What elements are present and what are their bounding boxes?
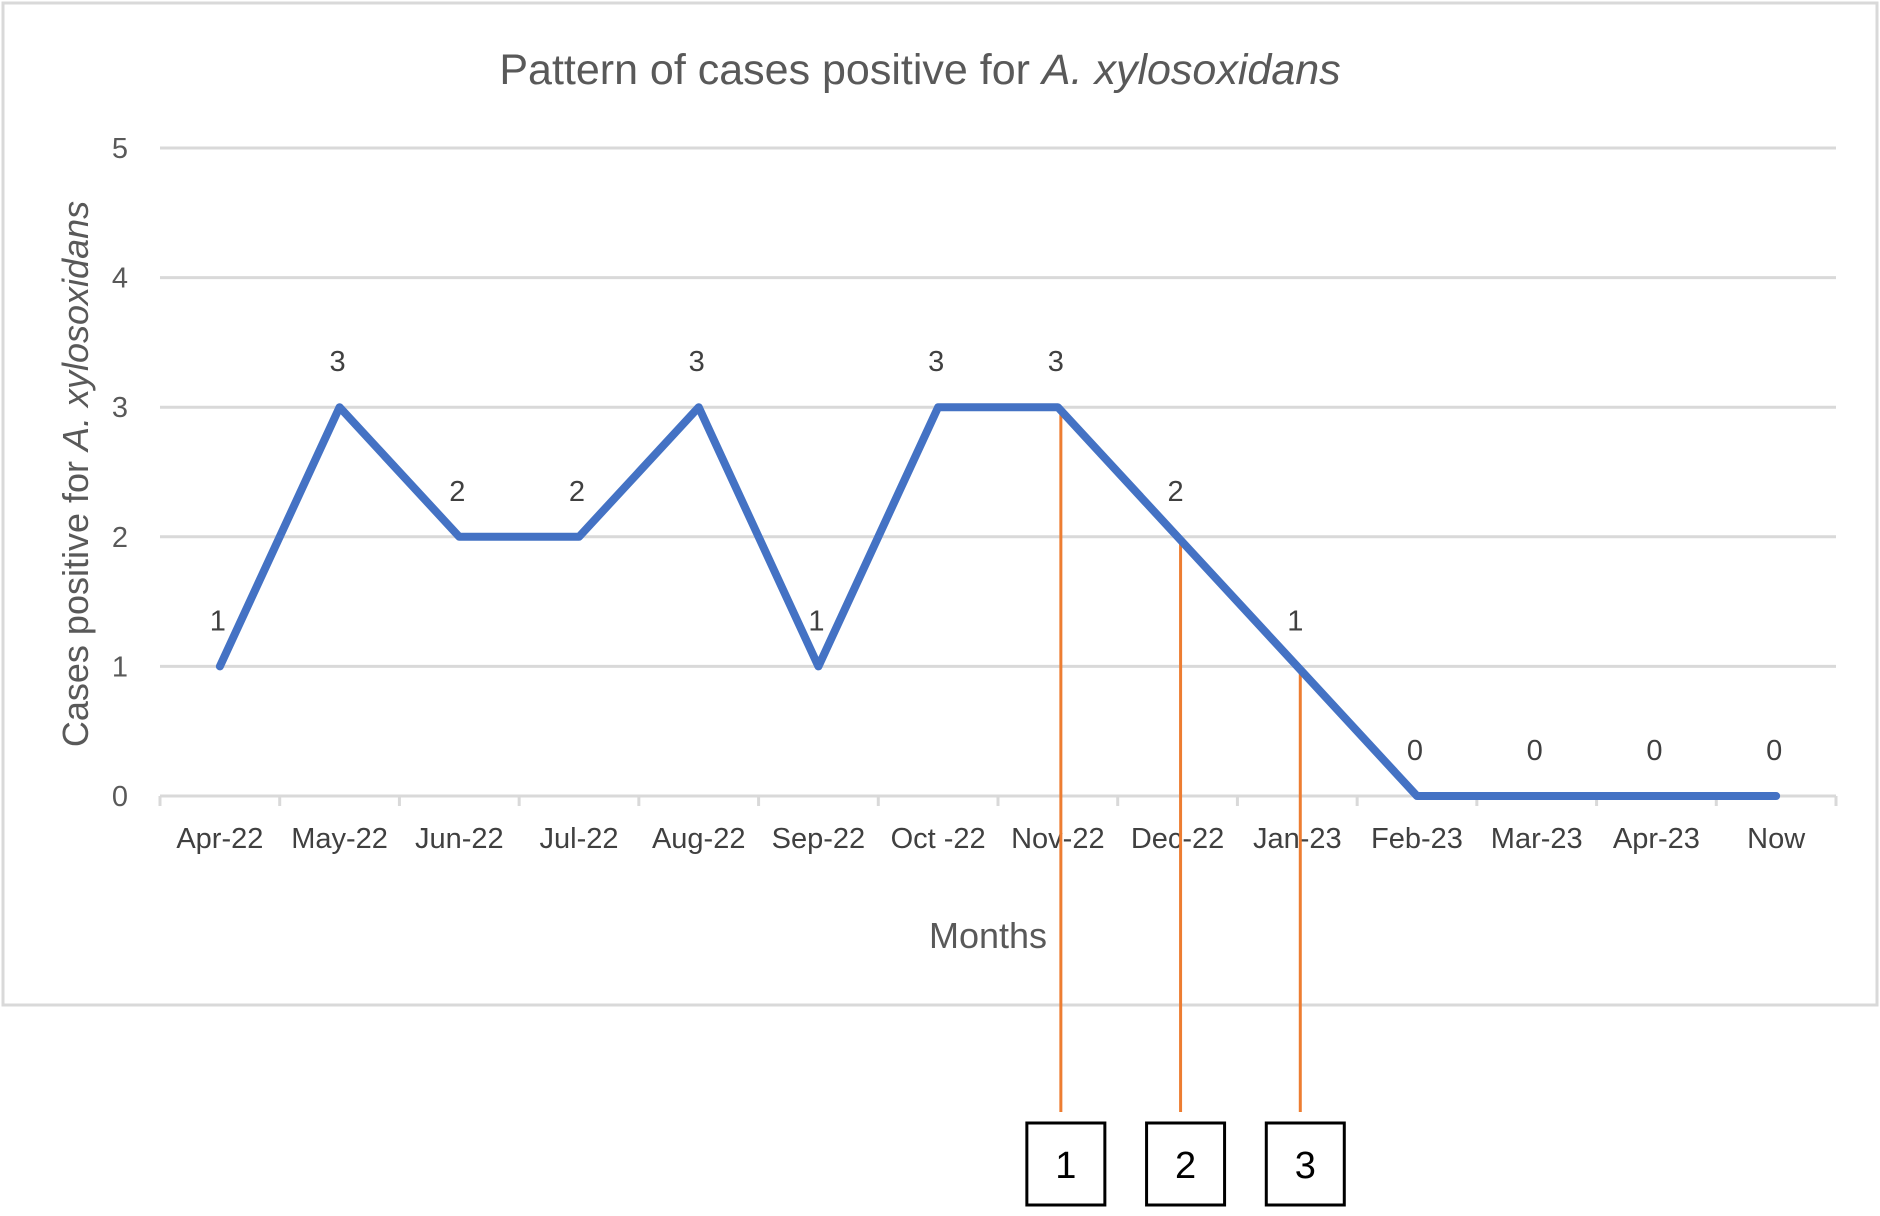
data-point [218, 665, 221, 668]
y-tick-label: 2 [112, 522, 128, 554]
x-tick-label: Sep-22 [772, 823, 866, 855]
marker-box-label: 1 [1055, 1145, 1076, 1187]
marker-box [1145, 1121, 1227, 1207]
chart-frame [1, 1, 1879, 1007]
data-label: 3 [1048, 346, 1064, 378]
x-tick-label: Oct -22 [891, 823, 986, 855]
data-point [338, 406, 341, 409]
y-tick-label: 5 [112, 133, 128, 165]
series-line-path [215, 403, 1781, 800]
data-point [937, 406, 940, 409]
y-tick-label: 0 [112, 781, 128, 813]
data-label: 2 [449, 476, 465, 508]
data-label: 0 [1527, 735, 1543, 767]
gridlines [160, 146, 1836, 668]
data-labels: 1 3 2 2 3 1 3 3 2 1 0 0 0 0 [210, 346, 1782, 767]
data-point [697, 406, 700, 409]
marker-box-label: 3 [1295, 1145, 1316, 1187]
data-label: 1 [1287, 605, 1303, 637]
data-label: 3 [330, 346, 346, 378]
data-point [1416, 795, 1418, 797]
x-tick-label: Now [1747, 823, 1806, 855]
x-tick-label: Mar-23 [1491, 823, 1583, 855]
x-tick-label: Jun-22 [415, 823, 504, 855]
y-tick-label: 3 [112, 392, 128, 424]
series-line [215, 403, 1781, 800]
marker-box-label: 2 [1175, 1145, 1196, 1187]
data-label: 0 [1646, 735, 1662, 767]
x-tick-label: Apr-22 [176, 823, 263, 855]
x-axis-title: Months [929, 915, 1047, 956]
y-axis-title: Cases positive for A. xylosoxidans [55, 201, 96, 747]
chart-title-italic: A. xylosoxidans [1039, 46, 1341, 94]
marker-box [1264, 1121, 1346, 1207]
data-point [1056, 406, 1059, 409]
marker-box [1025, 1121, 1107, 1207]
x-tick-label: Jul-22 [540, 823, 619, 855]
chart-title: Pattern of cases positive for A. xylosox… [499, 46, 1340, 94]
data-point [1655, 795, 1658, 797]
marker-lines [1059, 407, 1302, 1112]
data-point [1775, 795, 1778, 797]
y-tick-label: 1 [112, 651, 128, 683]
data-label: 3 [689, 346, 705, 378]
data-label: 1 [210, 605, 226, 637]
data-point [1535, 795, 1538, 797]
chart-title-main: Pattern of cases positive for [499, 46, 1030, 94]
data-label: 1 [808, 605, 824, 637]
data-label: 2 [569, 476, 585, 508]
data-point [458, 535, 461, 538]
data-label: 0 [1766, 735, 1782, 767]
x-tick-label: May-22 [291, 823, 388, 855]
y-tick-label: 4 [112, 263, 128, 295]
x-tick-label: Dec-22 [1131, 823, 1225, 855]
x-tick-label: Nov-22 [1011, 823, 1105, 855]
data-point [1296, 665, 1299, 668]
data-label: 3 [928, 346, 944, 378]
x-tick-labels: Apr-22 May-22 Jun-22 Jul-22 Aug-22 Sep-22 Oct … [176, 823, 1806, 855]
data-point [817, 665, 820, 668]
data-point [1176, 535, 1179, 538]
y-axis-title-italic: A. xylosoxidans [55, 201, 96, 453]
y-tick-labels: 0 1 2 3 4 5 [112, 133, 128, 813]
y-axis-title-main: Cases positive for [55, 461, 96, 747]
marker-boxes: 1 2 3 [1025, 1121, 1346, 1207]
data-point [578, 535, 580, 538]
x-tick-label: Jan-23 [1253, 823, 1342, 855]
data-label: 2 [1168, 476, 1184, 508]
x-tick-label: Apr-23 [1613, 823, 1700, 855]
data-label: 0 [1407, 735, 1423, 767]
x-tick-label: Feb-23 [1371, 823, 1463, 855]
x-tick-label: Aug-22 [652, 823, 746, 855]
